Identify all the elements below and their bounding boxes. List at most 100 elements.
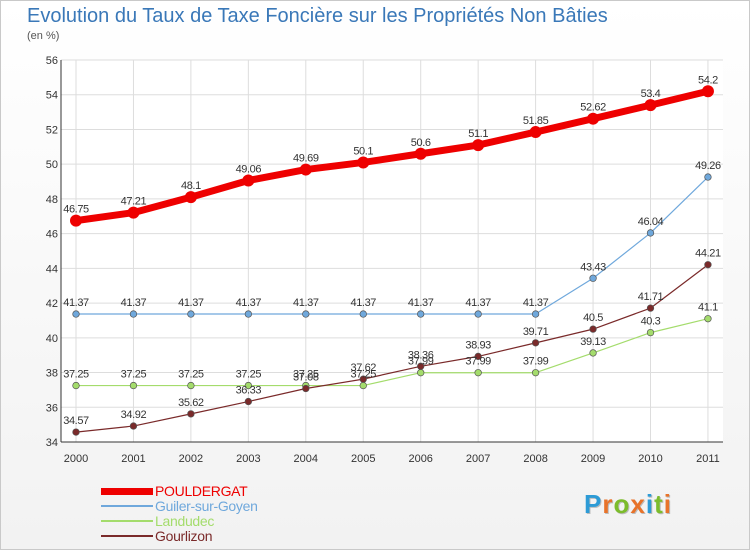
data-point-pouldergat [299,163,312,176]
legend-label-guiler-sur-goyen: Guiler-sur-Goyen [155,498,258,514]
data-label-pouldergat: 52.62 [580,102,606,114]
series-line-pouldergat [75,87,709,225]
line-chart: 34 36 38 40 42 44 46 48 50 52 54 56 2000 2001 2002 2003… [46,55,723,465]
data-point-landudec [187,381,195,390]
data-point-landudec [704,315,712,323]
data-point-guiler-sur-goyen [417,310,425,318]
data-label-gourlizon: 37.08 [293,372,319,384]
data-labels: 46.75 47.21 48.1 49.06 49.69 50.1 50.6 51.1 51.8… [63,74,721,427]
data-label-guiler-sur-goyen: 41.37 [236,297,262,309]
data-point-landudec [589,349,597,357]
data-label-landudec: 37.25 [63,369,89,381]
x-tick-label: 2011 [696,453,720,465]
x-tick-label: 2001 [121,453,145,465]
data-point-guiler-sur-goyen [359,310,367,318]
data-label-pouldergat: 49.06 [236,164,262,176]
logo-letter: r [602,489,614,519]
logo-letter: i [645,489,655,519]
legend-swatch-landudec [101,520,153,522]
data-label-pouldergat: 49.69 [293,153,319,165]
series-line-landudec [76,318,709,387]
series-lines [70,85,714,436]
data-label-pouldergat: 50.6 [411,137,431,149]
data-point-pouldergat [242,174,255,187]
data-label-landudec: 37.25 [350,369,376,381]
data-point-gourlizon [302,384,310,393]
x-tick-label: 2009 [581,453,605,465]
data-label-gourlizon: 34.92 [121,409,147,421]
data-label-guiler-sur-goyen: 41.37 [350,297,376,309]
legend-swatch-gourlizon [101,535,153,537]
data-label-gourlizon: 44.21 [695,248,721,260]
data-label-pouldergat: 48.1 [181,180,201,192]
data-point-gourlizon [646,304,655,312]
data-label-guiler-sur-goyen: 41.37 [121,297,147,309]
logo-letter: t [654,489,664,519]
data-point-guiler-sur-goyen [244,310,253,318]
series-line-gourlizon [75,264,709,433]
plot-area [61,60,723,442]
data-label-landudec: 37.99 [408,356,434,368]
data-label-pouldergat: 53.4 [641,88,661,100]
data-label-gourlizon: 34.57 [63,415,89,427]
data-point-guiler-sur-goyen [646,229,655,237]
data-point-pouldergat [587,112,600,125]
data-label-guiler-sur-goyen: 41.37 [408,297,434,309]
data-point-pouldergat [414,147,427,160]
data-label-guiler-sur-goyen: 41.37 [178,297,204,309]
data-point-gourlizon [359,375,367,383]
data-label-guiler-sur-goyen: 46.04 [638,216,664,228]
data-label-gourlizon: 36.33 [236,385,262,397]
data-label-gourlizon: 38.36 [408,349,434,361]
data-point-landudec [417,369,425,377]
data-point-pouldergat [184,191,197,204]
data-point-landudec [244,381,253,390]
data-point-gourlizon [187,410,195,418]
data-point-gourlizon [129,422,138,430]
y-tick-label: 36 [46,402,58,414]
data-point-guiler-sur-goyen [474,310,482,318]
data-point-gourlizon [474,352,482,361]
y-tick-label: 42 [46,298,58,310]
legend-label-landudec: Landudec [155,513,215,529]
data-label-gourlizon: 41.71 [638,291,664,303]
data-point-guiler-sur-goyen [129,310,138,318]
data-point-landudec [531,369,540,377]
data-point-gourlizon [72,428,80,436]
legend-swatch-pouldergat [101,487,153,495]
data-label-pouldergat: 54.2 [698,74,718,86]
data-label-guiler-sur-goyen: 41.37 [63,297,89,309]
series-line-guiler-sur-goyen [76,176,709,315]
y-tick-label: 46 [46,229,58,241]
data-point-landudec [646,328,655,337]
data-label-guiler-sur-goyen: 41.37 [293,297,319,309]
data-point-pouldergat [472,139,485,152]
x-tick-label: 2005 [351,453,375,465]
data-label-guiler-sur-goyen: 43.43 [580,261,606,273]
y-tick-label: 48 [46,194,58,206]
data-label-guiler-sur-goyen: 41.37 [523,297,549,309]
data-point-gourlizon [244,397,253,406]
x-tick-label: 2006 [408,453,432,465]
data-point-guiler-sur-goyen [531,310,540,318]
data-label-landudec: 37.99 [465,356,491,368]
y-tick-label: 50 [46,159,58,171]
x-tick-label: 2007 [466,453,490,465]
data-label-gourlizon: 40.5 [583,312,603,324]
proxiti-logo: Proxiti [584,489,672,520]
data-label-gourlizon: 39.71 [523,326,549,338]
legend-label-pouldergat: POULDERGAT [155,483,248,499]
data-point-guiler-sur-goyen [72,310,80,318]
x-tick-label: 2004 [294,453,318,465]
y-tick-label: 56 [46,55,58,67]
y-tick-label: 38 [46,368,58,380]
data-label-gourlizon: 35.62 [178,397,204,409]
data-point-pouldergat [529,126,542,139]
legend-swatch-guiler-sur-goyen [101,505,153,507]
grid [61,59,723,443]
data-point-guiler-sur-goyen [187,310,195,318]
y-tick-label: 54 [46,90,58,102]
y-tick-label: 52 [46,124,58,136]
unit-label: (en %) [27,30,60,42]
